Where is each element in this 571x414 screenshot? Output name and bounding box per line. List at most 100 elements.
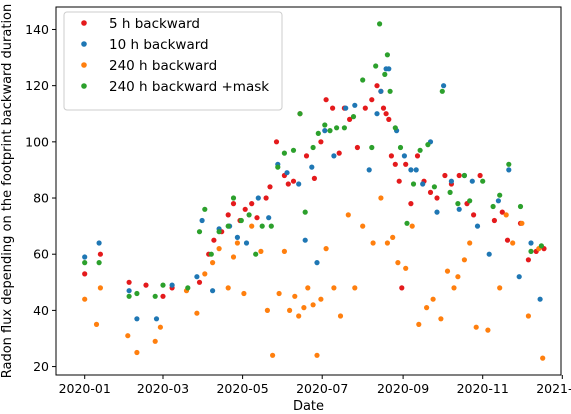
data-point — [246, 212, 252, 218]
y-tick-label: 100 — [25, 134, 49, 149]
y-tick-label: 60 — [33, 247, 49, 262]
data-point — [287, 307, 293, 313]
data-point — [194, 310, 200, 316]
data-point — [377, 21, 383, 27]
data-point — [314, 260, 320, 266]
data-point — [447, 189, 453, 195]
y-tick-label: 120 — [25, 78, 49, 93]
data-point — [386, 66, 392, 72]
data-point — [396, 178, 402, 184]
data-point — [369, 144, 375, 151]
data-point — [480, 178, 486, 184]
data-point — [430, 296, 436, 302]
data-point — [234, 234, 240, 240]
series-1 — [82, 83, 547, 299]
data-point — [297, 111, 303, 117]
data-point — [471, 212, 477, 218]
data-point — [302, 237, 308, 243]
data-point — [296, 313, 302, 319]
data-point — [538, 243, 545, 249]
data-point — [485, 327, 491, 333]
data-point — [310, 302, 316, 308]
data-point — [516, 274, 522, 280]
data-point — [540, 355, 546, 361]
data-point — [503, 212, 509, 218]
legend-frame — [63, 11, 283, 111]
x-axis-ticks: 2020-01 2020-03 2020-05 2020-07 2020-09 2020-… — [59, 375, 571, 396]
x-tick-label: 2020-03 — [137, 381, 189, 396]
x-tick-label: 2020-07 — [296, 381, 348, 396]
data-point — [414, 153, 421, 159]
data-point — [285, 181, 291, 187]
data-point — [477, 172, 483, 179]
data-point — [126, 288, 132, 294]
data-point — [425, 142, 431, 148]
data-point — [255, 195, 261, 201]
data-point — [431, 184, 437, 190]
series-4 — [82, 21, 545, 299]
data-point — [330, 105, 336, 111]
data-point — [519, 220, 525, 226]
data-point — [434, 195, 440, 201]
data-point — [360, 223, 366, 229]
legend-entry: 240 h backward +mask — [109, 79, 269, 95]
legend-marker — [81, 20, 87, 26]
y-tick-label: 140 — [25, 22, 49, 37]
data-point — [362, 105, 368, 111]
data-point — [506, 161, 512, 167]
data-point — [323, 97, 329, 103]
data-point — [497, 285, 503, 291]
data-point — [96, 240, 102, 246]
data-point — [525, 257, 532, 263]
data-point — [408, 201, 414, 207]
data-point — [301, 305, 307, 311]
data-point — [315, 130, 321, 136]
y-axis-label: Radon flux depending on the footprint ba… — [0, 4, 15, 379]
data-point — [413, 167, 419, 173]
data-point — [506, 167, 512, 173]
data-point — [403, 265, 409, 271]
data-point — [350, 114, 357, 120]
data-point — [473, 324, 479, 330]
data-point — [417, 147, 423, 153]
data-point — [517, 203, 524, 210]
data-point — [504, 237, 511, 243]
data-point — [528, 240, 534, 246]
data-point — [196, 229, 203, 235]
y-tick-label: 40 — [33, 303, 49, 318]
data-point — [241, 290, 247, 297]
data-point — [82, 271, 88, 277]
data-point — [455, 274, 461, 280]
data-point — [383, 111, 389, 117]
data-point — [386, 116, 392, 122]
data-point — [281, 150, 287, 156]
x-tick-label: 2020-11 — [457, 381, 509, 396]
data-point — [345, 212, 351, 218]
data-point — [254, 215, 260, 221]
legend-marker — [81, 62, 87, 68]
data-point — [322, 128, 328, 134]
data-point — [352, 102, 358, 108]
data-point — [354, 144, 360, 151]
data-point — [343, 105, 349, 111]
data-point — [97, 251, 103, 257]
data-point — [202, 271, 208, 277]
legend-entry: 240 h backward — [109, 58, 217, 74]
data-point — [427, 189, 434, 195]
data-point — [157, 324, 163, 330]
data-point — [438, 316, 444, 322]
data-point — [467, 240, 473, 246]
data-point — [370, 240, 376, 246]
data-point — [230, 254, 237, 260]
data-point — [210, 288, 216, 294]
data-point — [336, 150, 342, 156]
data-point — [401, 153, 407, 159]
data-point — [153, 316, 160, 322]
data-point — [382, 71, 388, 77]
data-point — [510, 240, 516, 246]
data-point — [134, 316, 140, 322]
x-axis-label: Date — [293, 399, 324, 414]
data-point — [490, 203, 496, 210]
data-point — [264, 307, 270, 313]
